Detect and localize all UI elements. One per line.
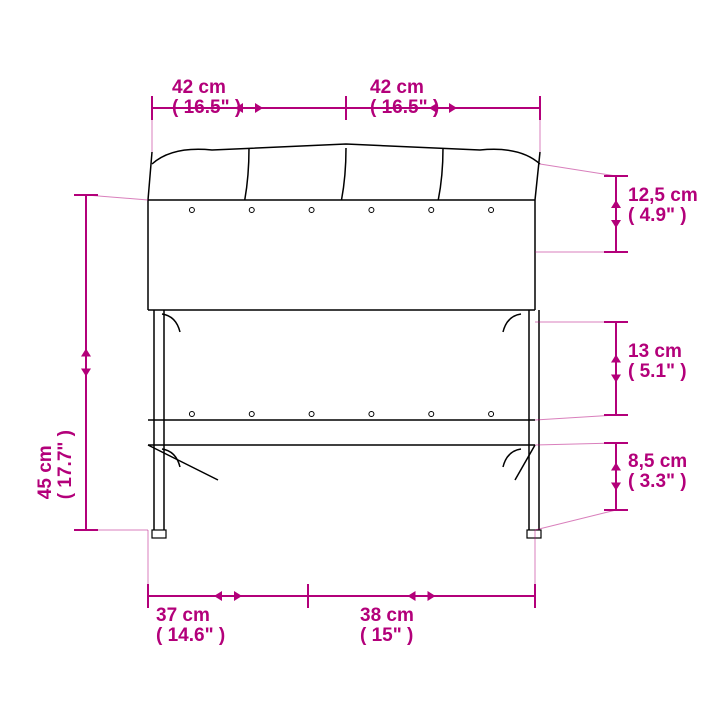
diagram-stage: 42 cm( 16.5" ) 42 cm( 16.5" ) 45 cm( 17.…: [0, 0, 720, 720]
dim-left-height: 45 cm( 17.7" ): [36, 430, 76, 499]
dim-top-depth: 42 cm( 16.5" ): [172, 78, 241, 118]
dim-bottom-right: 38 cm( 15" ): [360, 606, 414, 646]
dim-right-gap: 13 cm( 5.1" ): [628, 342, 687, 382]
dim-top-width: 42 cm( 16.5" ): [370, 78, 439, 118]
dim-right-foot: 8,5 cm( 3.3" ): [628, 452, 687, 492]
dim-bottom-left: 37 cm( 14.6" ): [156, 606, 225, 646]
dim-right-cushion: 12,5 cm( 4.9" ): [628, 186, 698, 226]
